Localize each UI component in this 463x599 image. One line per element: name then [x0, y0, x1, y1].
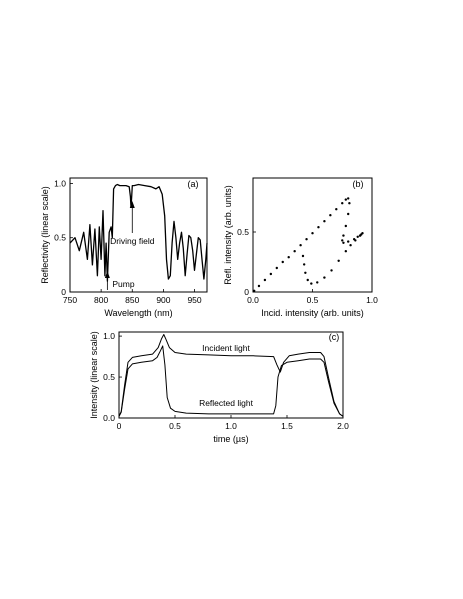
- data-point: [348, 202, 351, 205]
- reflected-light-label: Reflected light: [199, 398, 254, 408]
- data-point: [341, 239, 344, 242]
- data-point: [361, 232, 364, 235]
- data-point: [347, 240, 350, 243]
- arrow-head-icon: [129, 201, 135, 208]
- data-point: [302, 263, 306, 266]
- data-point: [306, 278, 309, 282]
- data-point: [342, 241, 345, 244]
- y-tick-label: 0.0: [103, 413, 115, 423]
- data-point: [275, 266, 278, 270]
- y-tick-label: 1.0: [103, 331, 115, 341]
- panel-a-chart: 750 800 850 900 950 0 0.5 1.0 Wavelength (nm) Ref…: [40, 177, 208, 318]
- series-line: [118, 334, 344, 417]
- data-point: [344, 198, 348, 201]
- data-point: [301, 254, 305, 258]
- data-point: [304, 271, 307, 274]
- data-point: [299, 244, 302, 247]
- y-tick-label: 0: [61, 287, 66, 297]
- panel-label: (b): [353, 179, 364, 189]
- x-tick-label: 750: [63, 295, 77, 305]
- data-point: [317, 226, 320, 229]
- data-point: [335, 208, 338, 211]
- data-point: [347, 197, 350, 200]
- data-point: [316, 281, 319, 284]
- data-point: [263, 278, 267, 282]
- x-tick-label: 800: [94, 295, 108, 305]
- y-axis-label: Refl. intensity (arb. units): [223, 185, 233, 285]
- data-point: [349, 244, 352, 247]
- x-axis-label: Wavelength (nm): [104, 308, 172, 318]
- y-tick-label: 0.5: [237, 227, 249, 237]
- data-point: [310, 282, 313, 285]
- data-point: [293, 250, 296, 253]
- y-axis-label: Reflectivity (linear scale): [40, 186, 50, 284]
- series-line: [69, 183, 208, 282]
- data-point: [344, 250, 348, 253]
- data-point: [330, 269, 333, 272]
- pump-annotation: Pump: [112, 279, 134, 289]
- data-point: [311, 232, 314, 235]
- y-tick-label: 1.0: [54, 178, 66, 188]
- x-tick-label: 850: [125, 295, 139, 305]
- x-tick-label: 0.5: [307, 295, 319, 305]
- incident-light-label: Incident light: [202, 343, 250, 353]
- data-point: [354, 239, 357, 242]
- x-tick-label: 900: [156, 295, 170, 305]
- data-point: [287, 256, 290, 259]
- x-tick-label: 0: [117, 421, 122, 431]
- x-axis-label: Incid. intensity (arb. units): [261, 308, 364, 318]
- x-tick-label: 2.0: [337, 421, 349, 431]
- panel-c-chart: 0 0.5 1.0 1.5 2.0 0.0 0.5 1.0 time (µs) Intensity…: [89, 331, 349, 444]
- data-point: [358, 234, 362, 237]
- x-tick-label: 1.0: [366, 295, 378, 305]
- data-point: [305, 238, 308, 241]
- panel-label: (c): [329, 332, 340, 342]
- data-point: [344, 224, 348, 228]
- x-tick-label: 1.5: [281, 421, 293, 431]
- data-point: [269, 272, 273, 276]
- data-point: [337, 259, 340, 262]
- x-tick-label: 950: [187, 295, 201, 305]
- data-point: [356, 235, 359, 238]
- arrow-head-icon: [104, 271, 110, 278]
- y-tick-label: 0.5: [103, 372, 115, 382]
- data-point: [252, 289, 256, 292]
- driving-field-annotation: Driving field: [110, 236, 155, 246]
- y-tick-label: 0: [244, 287, 249, 297]
- x-tick-label: 1.0: [225, 421, 237, 431]
- y-tick-label: 0.5: [54, 233, 66, 243]
- x-tick-label: 0.5: [169, 421, 181, 431]
- data-point: [329, 214, 332, 217]
- panel-b-chart: 0.0 0.5 1.0 0 0.5 Incid. intensity (arb. unit…: [223, 177, 378, 318]
- data-point: [323, 220, 326, 223]
- x-axis-label: time (µs): [213, 434, 248, 444]
- plot-frame: [69, 177, 208, 293]
- x-tick-label: 0.0: [247, 295, 259, 305]
- data-point: [323, 276, 326, 279]
- data-point: [342, 234, 345, 237]
- data-point: [281, 260, 284, 264]
- series-line: [118, 345, 344, 417]
- data-point: [341, 202, 344, 205]
- data-point: [257, 284, 261, 288]
- y-axis-label: Intensity (linear scale): [89, 331, 99, 419]
- data-point: [347, 212, 350, 216]
- panel-label: (a): [188, 179, 199, 189]
